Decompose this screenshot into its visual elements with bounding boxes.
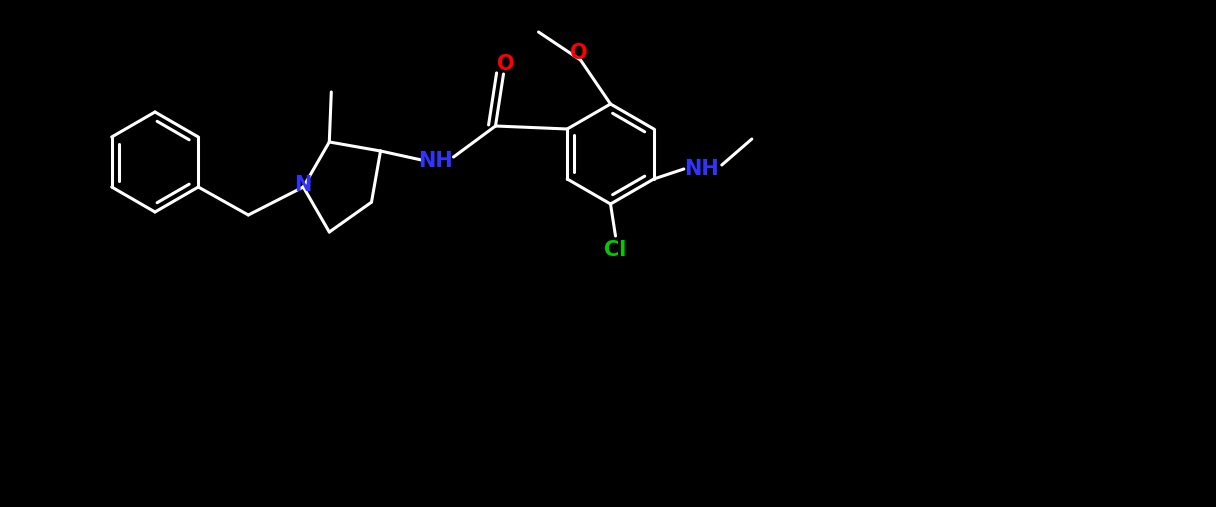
Text: NH: NH <box>418 151 452 171</box>
Text: N: N <box>294 175 313 195</box>
Text: Cl: Cl <box>604 240 626 260</box>
Text: O: O <box>570 43 587 63</box>
Text: O: O <box>496 54 514 74</box>
Text: NH: NH <box>685 159 719 179</box>
